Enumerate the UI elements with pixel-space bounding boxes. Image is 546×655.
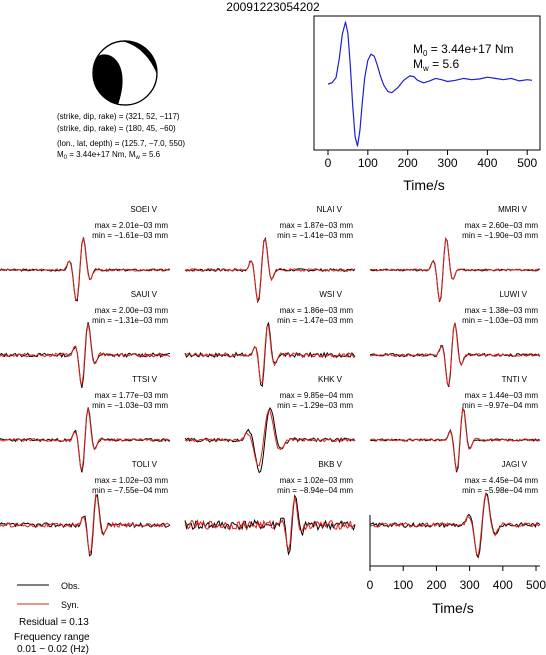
legend-obs-label: Obs. [61,581,80,591]
station-max: max = 1.77e−03 mm [95,391,169,400]
waveform-x-tick-label: 400 [493,578,513,592]
syn-trace [369,406,541,472]
station-name: SOEI V [130,205,157,214]
moment-magnitude-line: M0 = 3.44e+17 Nm, Mw = 5.6 [57,150,161,161]
station-name: WSI V [319,290,342,299]
station-min: min = −8.94e−04 mm [277,486,353,495]
station-name: TTSI V [132,375,158,384]
hypocenter-line: (lon., lat, depth) = (125.7, −7.0, 550) [57,139,185,148]
stf-panel: M0 = 3.44e+17 Nm Mw = 5.6 Time/s 0 100 200… [313,15,541,193]
stf-x-tick-label: 500 [517,156,537,170]
station-max: max = 4.45e−04 mm [465,476,539,485]
station-min: min = −7.55e−04 mm [92,486,168,495]
source-parameters: (strike, dip, rake) = (321, 52, −117) (s… [57,112,185,161]
station-max: max = 2.01e−03 mm [95,221,169,230]
legend-syn-label: Syn. [61,600,79,610]
station-name: TOLI V [132,460,158,469]
obs-trace [184,494,356,556]
syn-trace [369,491,541,557]
residual-text: Residual = 0.13 [19,617,89,628]
syn-trace [184,324,356,384]
station-max: max = 1.87e−03 mm [280,221,354,230]
station-name: LUWI V [499,290,527,299]
frequency-range-value: 0.01 − 0.02 (Hz) [17,644,89,655]
station-max: max = 2.00e−03 mm [95,306,169,315]
station-min: min = −1.03e−03 mm [462,316,538,325]
syn-trace [0,323,171,386]
station-min: min = −9.97e−04 mm [462,401,538,410]
station-min: min = −1.31e−03 mm [92,316,168,325]
station-name: BKB V [318,460,342,469]
stf-frame [313,15,541,151]
station-name: MMRI V [498,205,528,214]
syn-trace [184,238,356,303]
waveform-x-tick-label: 500 [526,578,546,592]
station-min: min = −1.03e−03 mm [92,401,168,410]
station-max: max = 1.38e−03 mm [465,306,539,315]
station-max: max = 9.85e−04 mm [280,391,354,400]
syn-trace [0,407,171,471]
stf-x-tick-label: 400 [477,156,497,170]
waveform-x-tick-label: 100 [393,578,413,592]
station-name: KHK V [318,375,343,384]
station-name: SAUI V [131,290,158,299]
nodal-plane-1: (strike, dip, rake) = (321, 52, −117) [57,112,180,121]
stf-mw-annotation: Mw = 5.6 [413,57,459,73]
stf-x-tick-label: 100 [358,156,378,170]
waveform-x-axis: Time/s 0 100 200 300 400 500 [367,515,546,616]
station-max: max = 1.44e−03 mm [465,391,539,400]
stf-x-axis-label: Time/s [403,177,444,193]
stf-m0-annotation: M0 = 3.44e+17 Nm [413,42,514,58]
stf-x-tick-label: 200 [398,156,418,170]
syn-trace [0,492,171,556]
page-title: 20091223054202 [226,0,320,14]
stf-line [327,21,533,147]
obs-trace [369,322,541,388]
beachball-icon [92,40,158,106]
station-max: max = 1.02e−03 mm [95,476,169,485]
waveform-x-tick-label: 200 [426,578,446,592]
stf-x-tick-label: 0 [325,156,332,170]
station-max: max = 1.86e−03 mm [280,306,354,315]
syn-trace [184,496,356,551]
station-min: min = −1.29e−03 mm [277,401,353,410]
waveform-x-axis-label: Time/s [432,600,473,616]
station-max: max = 2.60e−03 mm [465,221,539,230]
station-name: TNTI V [502,375,528,384]
station-max: max = 1.02e−03 mm [280,476,354,485]
station-min: min = −1.90e−03 mm [462,231,538,240]
syn-trace [369,236,541,302]
waveform-x-tick-label: 0 [367,578,374,592]
nodal-plane-2: (strike, dip, rake) = (180, 45, −60) [57,124,176,133]
station-name: NLAI V [317,205,343,214]
station-min: min = −1.41e−03 mm [277,231,353,240]
station-min: min = −1.61e−03 mm [92,231,168,240]
syn-trace [184,409,356,467]
syn-trace [369,322,541,387]
obs-trace [184,322,356,388]
station-name: JAGI V [502,460,528,469]
frequency-range-label: Frequency range [14,632,90,643]
legend: Obs. Syn. [17,581,80,610]
stf-x-tick-label: 300 [438,156,458,170]
station-min: min = −1.47e−03 mm [277,316,353,325]
station-min: min = −5.98e−04 mm [462,486,538,495]
syn-trace [0,236,171,302]
waveform-x-tick-label: 300 [460,578,480,592]
